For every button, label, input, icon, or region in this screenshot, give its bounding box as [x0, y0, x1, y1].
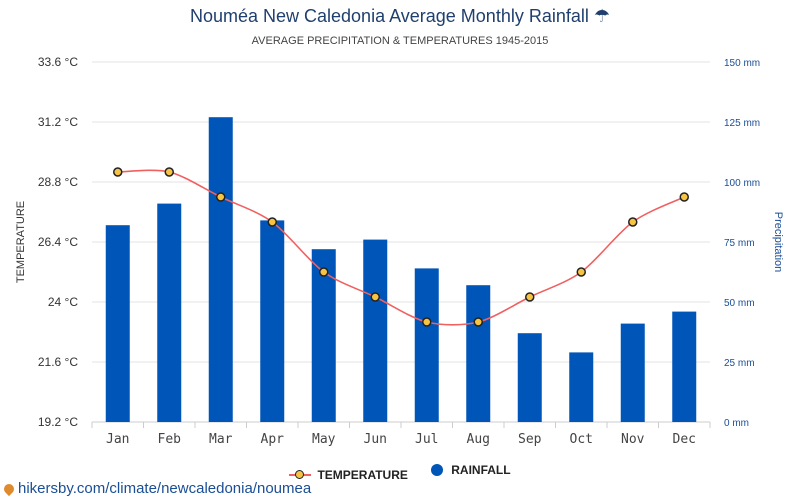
rainfall-bar — [208, 117, 233, 422]
x-tick-label: May — [312, 432, 336, 447]
location-pin-icon — [1, 481, 17, 496]
temperature-point — [525, 292, 535, 302]
temperature-point — [319, 267, 329, 277]
y-tick-left: 33.6 °C — [38, 55, 78, 69]
y-tick-right: 50 mm — [724, 298, 755, 309]
rainfall-bar — [311, 249, 336, 422]
x-tick-label: Aug — [467, 432, 490, 447]
rainfall-bar — [105, 225, 130, 422]
x-tick-label: Feb — [158, 432, 182, 447]
x-tick-label: Oct — [570, 432, 593, 447]
legend-item-rainfall[interactable]: RAINFALL — [431, 463, 511, 477]
y-tick-right: 125 mm — [724, 118, 760, 129]
y-tick-left: 24 °C — [48, 295, 78, 309]
x-tick-label: Jan — [106, 432, 129, 447]
y-tick-right: 0 mm — [724, 418, 749, 429]
x-tick-label: Apr — [261, 432, 285, 447]
source-url: hikersby.com/climate/newcaledonia/noumea — [18, 480, 312, 497]
chart-title: Nouméa New Caledonia Average Monthly Rai… — [0, 6, 800, 27]
rainfall-bar — [672, 311, 697, 422]
temperature-point — [267, 217, 277, 227]
temperature-point — [679, 192, 689, 202]
source-link[interactable]: hikersby.com/climate/newcaledonia/noumea — [1, 480, 312, 497]
x-tick-label: Sep — [518, 432, 542, 447]
y-axis-label-right: Precipitation — [772, 212, 784, 273]
rainfall-legend-marker — [431, 464, 444, 476]
temperature-point — [370, 292, 380, 302]
y-tick-left: 26.4 °C — [38, 235, 78, 249]
y-tick-right: 25 mm — [724, 358, 755, 369]
x-tick-label: Jun — [364, 432, 387, 447]
y-tick-left: 31.2 °C — [38, 115, 78, 129]
rainfall-bar — [620, 323, 645, 422]
temperature-point — [113, 167, 123, 177]
legend-item-temperature[interactable]: TEMPERATURE — [289, 468, 408, 482]
legend-label-temperature: TEMPERATURE — [317, 468, 408, 482]
chart-legend: TEMPERATURE RAINFALL — [0, 463, 800, 482]
temperature-point — [473, 317, 483, 327]
rainfall-bar — [157, 203, 182, 422]
rainfall-bar — [363, 239, 388, 422]
temperature-point — [576, 267, 586, 277]
y-tick-right: 75 mm — [724, 238, 755, 249]
chart-subtitle: AVERAGE PRECIPITATION & TEMPERATURES 194… — [251, 35, 549, 47]
temperature-point — [216, 192, 226, 202]
rainfall-bar — [517, 333, 542, 422]
x-tick-label: Nov — [621, 432, 645, 447]
legend-label-rainfall: RAINFALL — [451, 463, 511, 477]
y-axis-label-left: TEMPERATURE — [15, 201, 27, 283]
rainfall-bar — [466, 285, 491, 422]
rainfall-bar — [569, 352, 594, 422]
chart-title-text: Nouméa New Caledonia Average Monthly Rai… — [189, 6, 589, 26]
temperature-point — [422, 317, 432, 327]
y-tick-right: 100 mm — [724, 178, 760, 189]
y-tick-left: 19.2 °C — [38, 415, 78, 429]
x-tick-label: Mar — [209, 432, 233, 447]
temperature-point — [164, 167, 174, 177]
rainfall-bar — [260, 220, 285, 422]
umbrella-icon: ☂ — [593, 6, 611, 26]
x-tick-label: Jul — [415, 432, 438, 447]
y-tick-right: 150 mm — [724, 58, 760, 69]
y-tick-left: 28.8 °C — [38, 175, 78, 189]
temperature-legend-marker — [289, 470, 312, 479]
rainfall-bar — [414, 268, 439, 422]
x-tick-label: Dec — [673, 432, 696, 447]
y-tick-left: 21.6 °C — [38, 355, 78, 369]
temperature-point — [628, 217, 638, 227]
